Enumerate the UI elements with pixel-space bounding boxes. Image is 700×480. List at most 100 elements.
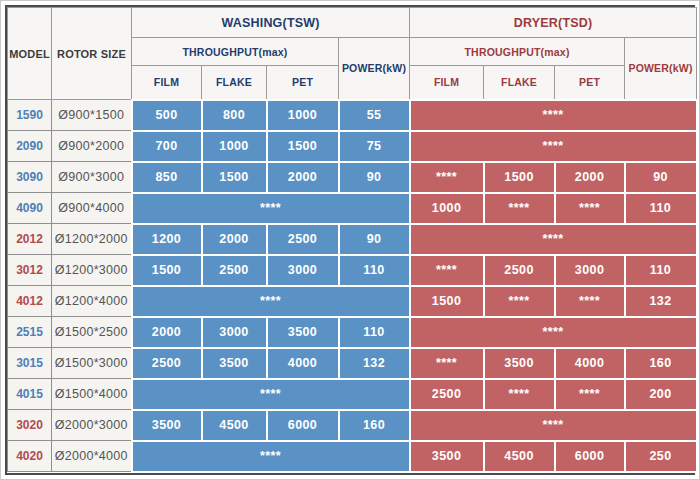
model-cell: 4020 (8, 441, 52, 472)
wash-film-cell: 2500 (132, 348, 202, 379)
dry-merged-cell: **** (410, 224, 697, 255)
dry-power-cell: 110 (625, 255, 697, 286)
table-row: 2012Ø1200*200012002000250090**** (8, 224, 697, 255)
wash-power-cell: 90 (339, 224, 410, 255)
washing-throughput-header: THROUGHPUT(max) (132, 38, 339, 66)
dry-power-cell: 110 (625, 193, 697, 224)
dryer-pet-header: PET (555, 66, 625, 100)
table-row: 4015Ø1500*4000****2500********200 (8, 379, 697, 410)
table-row: 3020Ø2000*3000350045006000160**** (8, 410, 697, 441)
dry-power-cell: 160 (625, 348, 697, 379)
rotor-size-cell: Ø900*3000 (52, 162, 132, 193)
dry-power-cell: 90 (625, 162, 697, 193)
dry-film-cell: 1000 (410, 193, 484, 224)
group-header-washing: WASHING(TSW) (132, 8, 410, 38)
washing-power-header: POWER(kW) (339, 38, 410, 100)
table-body: 1590Ø900*1500500800100055****2090Ø900*20… (8, 100, 697, 472)
dryer-film-header: FILM (410, 66, 484, 100)
wash-merged-cell: **** (132, 193, 410, 224)
dry-film-cell: **** (410, 255, 484, 286)
table-row: 3090Ø900*30008501500200090****1500200090 (8, 162, 697, 193)
model-cell: 3090 (8, 162, 52, 193)
wash-flake-cell: 3000 (202, 317, 267, 348)
wash-merged-cell: **** (132, 286, 410, 317)
wash-power-cell: 90 (339, 162, 410, 193)
dry-flake-cell: 3500 (484, 348, 555, 379)
table-row: 1590Ø900*1500500800100055**** (8, 100, 697, 131)
dry-merged-cell: **** (410, 410, 697, 441)
model-cell: 4015 (8, 379, 52, 410)
table-row: 4012Ø1200*4000****1500********132 (8, 286, 697, 317)
dry-merged-cell: **** (410, 131, 697, 162)
rotor-size-cell: Ø900*2000 (52, 131, 132, 162)
wash-pet-cell: 2000 (267, 162, 339, 193)
wash-flake-cell: 1000 (202, 131, 267, 162)
dry-pet-cell: **** (555, 379, 625, 410)
wash-flake-cell: 3500 (202, 348, 267, 379)
dry-film-cell: **** (410, 348, 484, 379)
dry-film-cell: **** (410, 162, 484, 193)
table-row: 3015Ø1500*3000250035004000132****3500400… (8, 348, 697, 379)
column-header-model: MODEL (8, 8, 52, 100)
wash-film-cell: 1200 (132, 224, 202, 255)
rotor-size-cell: Ø1500*2500 (52, 317, 132, 348)
table-row: 3012Ø1200*3000150025003000110****2500300… (8, 255, 697, 286)
dry-film-cell: 1500 (410, 286, 484, 317)
wash-flake-cell: 1500 (202, 162, 267, 193)
wash-power-cell: 160 (339, 410, 410, 441)
wash-film-cell: 3500 (132, 410, 202, 441)
table-row: 2090Ø900*20007001000150075**** (8, 131, 697, 162)
rotor-size-cell: Ø2000*3000 (52, 410, 132, 441)
wash-film-cell: 500 (132, 100, 202, 131)
dry-pet-cell: 3000 (555, 255, 625, 286)
wash-pet-cell: 4000 (267, 348, 339, 379)
dry-flake-cell: 4500 (484, 441, 555, 472)
dry-film-cell: 3500 (410, 441, 484, 472)
rotor-size-cell: Ø1200*4000 (52, 286, 132, 317)
dry-film-cell: 2500 (410, 379, 484, 410)
wash-film-cell: 1500 (132, 255, 202, 286)
wash-pet-cell: 1500 (267, 131, 339, 162)
group-header-dryer: DRYER(TSD) (410, 8, 697, 38)
dry-flake-cell: **** (484, 379, 555, 410)
dry-flake-cell: 1500 (484, 162, 555, 193)
washing-pet-header: PET (267, 66, 339, 100)
model-cell: 2012 (8, 224, 52, 255)
wash-merged-cell: **** (132, 441, 410, 472)
dry-merged-cell: **** (410, 100, 697, 131)
rotor-size-cell: Ø1500*4000 (52, 379, 132, 410)
model-cell: 3012 (8, 255, 52, 286)
wash-power-cell: 75 (339, 131, 410, 162)
washing-flake-header: FLAKE (202, 66, 267, 100)
wash-pet-cell: 3000 (267, 255, 339, 286)
rotor-size-cell: Ø1500*3000 (52, 348, 132, 379)
washing-film-header: FILM (132, 66, 202, 100)
wash-merged-cell: **** (132, 379, 410, 410)
rotor-size-cell: Ø900*4000 (52, 193, 132, 224)
dryer-throughput-header: THROUGHPUT(max) (410, 38, 625, 66)
dry-flake-cell: **** (484, 193, 555, 224)
rotor-size-cell: Ø1200*3000 (52, 255, 132, 286)
dry-power-cell: 250 (625, 441, 697, 472)
dry-pet-cell: 4000 (555, 348, 625, 379)
wash-power-cell: 132 (339, 348, 410, 379)
wash-pet-cell: 6000 (267, 410, 339, 441)
dry-pet-cell: 2000 (555, 162, 625, 193)
table-row: 4090Ø900*4000****1000********110 (8, 193, 697, 224)
dry-pet-cell: **** (555, 286, 625, 317)
dryer-power-header: POWER(kW) (625, 38, 697, 100)
wash-flake-cell: 800 (202, 100, 267, 131)
spec-table: MODEL ROTOR SIZE WASHING(TSW) DRYER(TSD)… (7, 7, 698, 473)
wash-power-cell: 55 (339, 100, 410, 131)
wash-pet-cell: 1000 (267, 100, 339, 131)
wash-power-cell: 110 (339, 317, 410, 348)
column-header-rotor-size: ROTOR SIZE (52, 8, 132, 100)
dry-pet-cell: 6000 (555, 441, 625, 472)
wash-flake-cell: 2000 (202, 224, 267, 255)
spec-table-container: MODEL ROTOR SIZE WASHING(TSW) DRYER(TSD)… (5, 5, 695, 475)
model-cell: 2090 (8, 131, 52, 162)
dry-pet-cell: **** (555, 193, 625, 224)
rotor-size-cell: Ø2000*4000 (52, 441, 132, 472)
dry-flake-cell: 2500 (484, 255, 555, 286)
wash-pet-cell: 3500 (267, 317, 339, 348)
